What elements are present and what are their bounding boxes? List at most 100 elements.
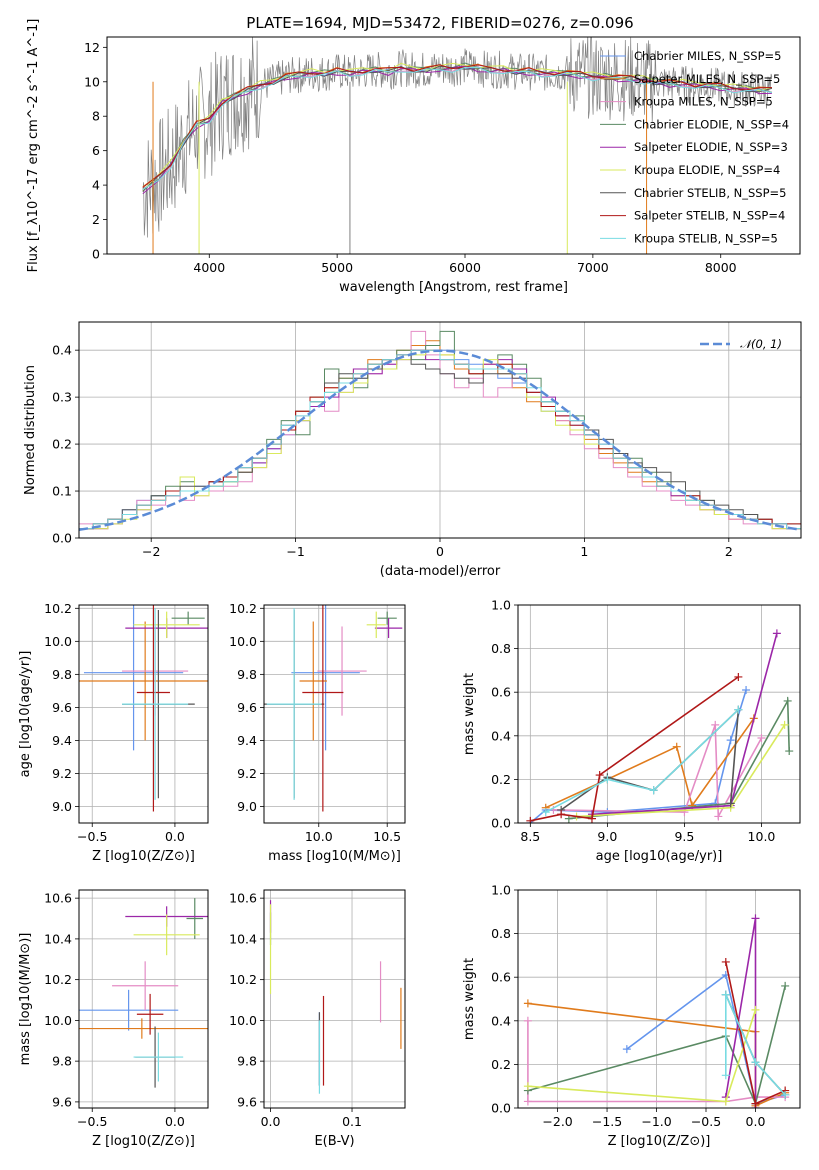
y-tick-label: 0.6: [491, 970, 511, 985]
y-tick-label: 9.0: [237, 799, 257, 814]
x-tick-label: 10.0: [748, 829, 776, 844]
legend-entry: Salpeter ELODIE, N_SSP=3: [634, 140, 788, 154]
x-tick-label: 4000: [193, 260, 225, 275]
x-tick-label: −0.5: [77, 829, 107, 844]
plot-area: [79, 605, 208, 812]
y-tick-label: 0.8: [491, 641, 511, 656]
legend-entry: Kroupa STELIB, N_SSP=5: [634, 231, 778, 245]
x-tick-label: 10.0: [305, 829, 333, 844]
mass-weight-marker: [649, 786, 658, 795]
plot-area: [264, 605, 403, 812]
panel-residuals: −2 −1 0 1 2 0.0 0.1 0.2 0.3 0.4 (data-model)/error…: [23, 321, 802, 579]
x-tick-label: −1: [286, 544, 304, 559]
x-tick-label: 9.0: [597, 829, 617, 844]
mass-weight-marker: [734, 672, 743, 681]
y-tick-label: 9.4: [237, 733, 257, 748]
x-tick-label: 10.5: [373, 829, 401, 844]
y-tick-label: 0.4: [491, 1013, 511, 1028]
y-axis-label: mass weight: [462, 958, 477, 1040]
mass-weight-marker: [672, 742, 681, 751]
legend-entry: Chabrier ELODIE, N_SSP=4: [634, 117, 789, 131]
y-tick-label: 0.1: [52, 484, 72, 499]
mass-weight-marker: [726, 799, 735, 808]
y-tick-label: 0: [92, 247, 100, 262]
y-axis-label: mass [log10(M/M⊙)]: [18, 933, 33, 1066]
panels: 4000 5000 6000 7000 8000024681012wavelength …: [18, 19, 802, 1149]
legend-entry: Kroupa MILES, N_SSP=5: [634, 95, 773, 109]
mass-weight-marker: [603, 775, 612, 784]
mass-weight-marker: [751, 914, 760, 923]
x-tick-label: 0: [436, 544, 444, 559]
y-tick-label: 9.0: [52, 799, 72, 814]
x-tick-label: −0.5: [77, 1114, 107, 1129]
mass-weight-line: [545, 709, 739, 813]
y-tick-label: 10.2: [229, 601, 257, 616]
y-tick-label: 9.6: [52, 1094, 72, 1109]
axes-frame: [78, 604, 209, 824]
y-tick-label: 10.0: [229, 634, 257, 649]
y-tick-label: 9.6: [237, 1094, 257, 1109]
y-tick-label: 0.6: [491, 685, 511, 700]
plot-area: [269, 900, 402, 1094]
mass-weight-line: [725, 994, 786, 1096]
y-tick-label: 10.2: [44, 601, 72, 616]
y-tick-label: 0.2: [491, 1057, 511, 1072]
axes-frame: [106, 36, 801, 255]
mass-weight-marker: [781, 1090, 790, 1099]
model-spectrum-line: [142, 66, 773, 190]
plot-area: [79, 898, 208, 1088]
mass-weight-marker: [783, 696, 792, 705]
y-tick-label: 10.2: [229, 972, 257, 987]
mass-weight-marker: [711, 720, 720, 729]
y-tick-label: 10.4: [229, 931, 257, 946]
y-tick-label: 0.0: [52, 531, 72, 546]
mass-weight-marker: [751, 1099, 760, 1108]
x-tick-label: 0.0: [165, 1114, 185, 1129]
x-axis-label: mass [log10(M/M⊙)]: [268, 849, 401, 864]
y-tick-label: 0.0: [491, 816, 511, 831]
x-tick-label: 5000: [321, 260, 353, 275]
y-tick-label: 10.6: [229, 891, 257, 906]
plot-area: [79, 330, 801, 532]
axes-frame: [263, 889, 406, 1109]
y-tick-label: 10: [84, 74, 100, 89]
axes-frame: [517, 604, 801, 824]
y-tick-label: 9.2: [237, 766, 257, 781]
x-tick-label: 8000: [705, 260, 737, 275]
y-tick-label: 10.4: [44, 931, 72, 946]
mass-weight-marker: [726, 736, 735, 745]
y-tick-label: 0.3: [52, 390, 72, 405]
mass-weight-marker: [772, 629, 781, 638]
x-tick-label: 6000: [449, 260, 481, 275]
observed-spectrum: [142, 37, 773, 238]
mass-weight-marker: [721, 990, 730, 999]
mass-weight-marker: [757, 733, 766, 742]
mass-weight-marker: [541, 808, 550, 817]
y-axis-label: Normed distribution: [23, 365, 38, 495]
x-tick-label: 9.5: [674, 829, 694, 844]
model-spectrum-line: [142, 64, 772, 188]
mass-weight-marker: [523, 1097, 532, 1106]
mass-weight-marker: [721, 1097, 730, 1106]
y-tick-label: 8: [92, 109, 100, 124]
y-tick-label: 0.0: [491, 1101, 511, 1116]
panel-age_vs_Z: −0.5 0.0 9.0 9.2 9.4 9.6 9.8 10.0 10.2 Z [log10(Z…: [18, 601, 209, 864]
y-tick-label: 0.4: [52, 343, 72, 358]
panel-age_vs_mass: 10.0 10.5 9.0 9.2 9.4 9.6 9.8 10.0 10.2 mass [log…: [229, 601, 406, 864]
model-spectrum-line: [142, 65, 772, 194]
y-axis-label: age [log10(age/yr)]: [18, 651, 33, 778]
x-tick-label: −1.5: [592, 1114, 622, 1129]
y-axis-label: mass weight: [462, 673, 477, 755]
y-tick-label: 10.0: [44, 1013, 72, 1028]
y-tick-label: 9.8: [237, 667, 257, 682]
plot-area: [523, 914, 790, 1108]
legend-entry: 𝒩(0, 1): [740, 337, 782, 351]
legend-entry: Salpeter STELIB, N_SSP=4: [634, 209, 785, 223]
y-tick-label: 9.2: [52, 766, 72, 781]
mass-weight-marker: [587, 814, 596, 823]
legend-entry: Salpeter MILES, N_SSP=5: [634, 72, 780, 86]
mass-weight-marker: [622, 1045, 631, 1054]
mass-weight-marker: [523, 1016, 532, 1025]
x-tick-label: 0.0: [746, 1114, 766, 1129]
mass-weight-marker: [557, 810, 566, 819]
